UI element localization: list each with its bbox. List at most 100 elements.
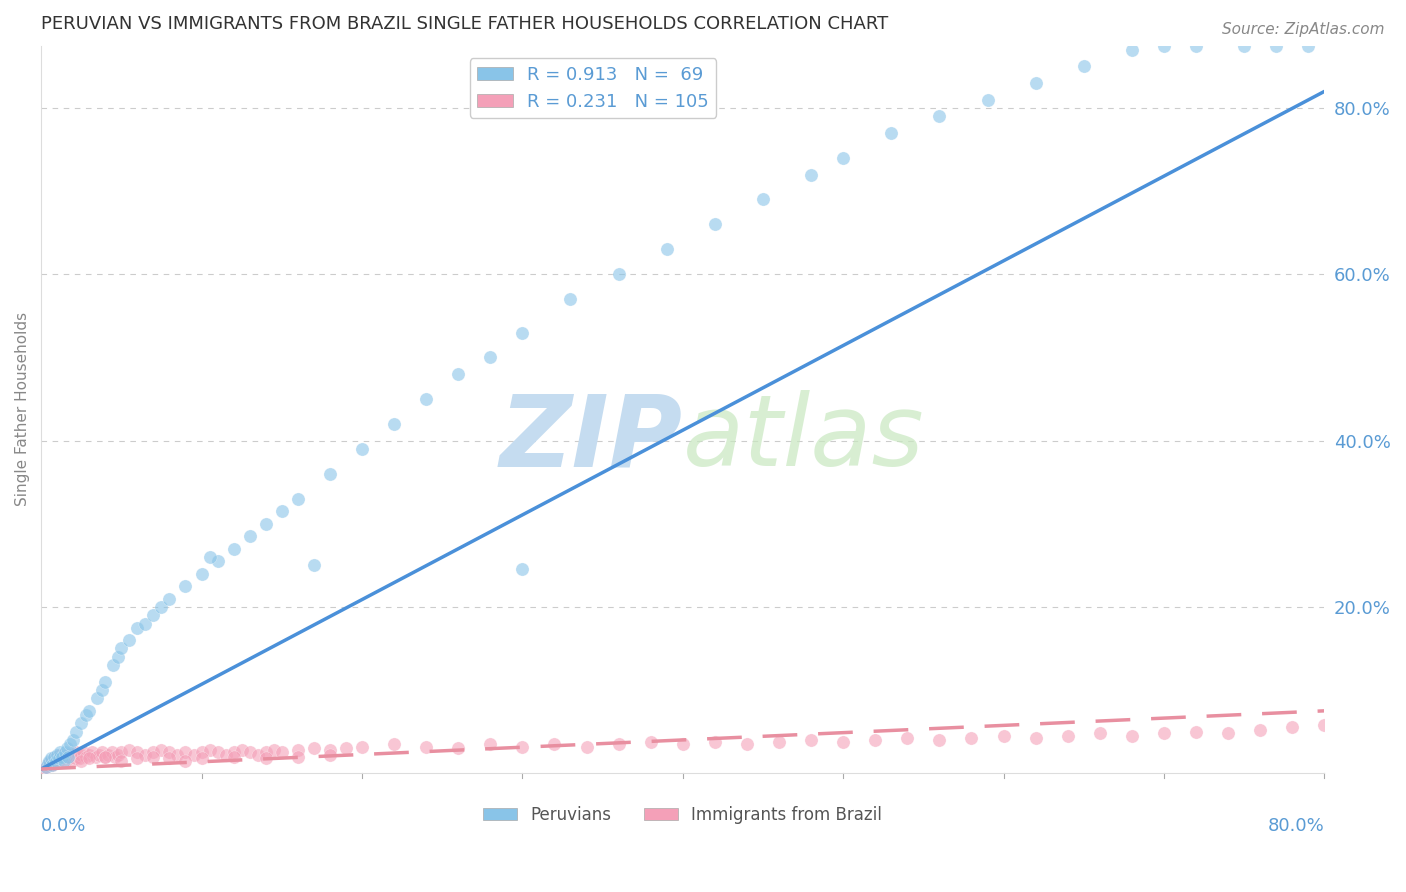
Point: [800, 733, 823, 747]
Point: [45, 754, 67, 768]
Point: [103, 658, 125, 673]
Point: [976, 93, 998, 107]
Point: [190, 746, 212, 760]
Point: [37, 756, 59, 771]
Point: [1121, 729, 1143, 743]
Point: [287, 749, 309, 764]
Point: [150, 599, 173, 614]
Point: [48, 753, 70, 767]
Point: [77, 747, 100, 762]
Point: [118, 633, 141, 648]
Point: [91, 683, 114, 698]
Text: 0.0%: 0.0%: [41, 817, 87, 835]
Point: [34, 762, 56, 776]
Point: [263, 743, 285, 757]
Point: [543, 737, 565, 751]
Point: [896, 731, 918, 746]
Point: [319, 747, 342, 762]
Point: [174, 579, 197, 593]
Point: [231, 743, 253, 757]
Point: [928, 109, 950, 123]
Point: [928, 733, 950, 747]
Point: [82, 746, 104, 760]
Point: [640, 734, 662, 748]
Point: [214, 747, 236, 762]
Point: [159, 751, 181, 765]
Point: [69, 751, 91, 765]
Point: [655, 243, 678, 257]
Point: [49, 746, 72, 760]
Point: [415, 392, 437, 406]
Point: [127, 621, 149, 635]
Point: [1249, 723, 1271, 737]
Point: [66, 749, 89, 764]
Point: [222, 541, 245, 556]
Text: Source: ZipAtlas.com: Source: ZipAtlas.com: [1222, 22, 1385, 37]
Point: [350, 739, 373, 754]
Point: [560, 292, 582, 306]
Y-axis label: Single Father Households: Single Father Households: [15, 312, 30, 507]
Point: [222, 746, 245, 760]
Point: [607, 268, 630, 282]
Point: [59, 749, 82, 764]
Point: [142, 746, 165, 760]
Point: [104, 749, 127, 764]
Point: [127, 746, 149, 760]
Point: [75, 708, 97, 723]
Point: [382, 737, 405, 751]
Point: [38, 754, 60, 768]
Point: [72, 746, 94, 760]
Point: [270, 746, 292, 760]
Point: [350, 442, 373, 456]
Point: [94, 674, 117, 689]
Point: [51, 751, 73, 765]
Point: [1185, 38, 1208, 53]
Point: [207, 554, 229, 568]
Point: [1088, 726, 1111, 740]
Point: [302, 558, 325, 573]
Point: [65, 724, 87, 739]
Point: [110, 746, 132, 760]
Point: [39, 751, 62, 765]
Point: [239, 746, 262, 760]
Point: [479, 351, 502, 365]
Point: [703, 734, 725, 748]
Point: [1218, 726, 1240, 740]
Point: [254, 746, 277, 760]
Point: [254, 751, 277, 765]
Point: [49, 747, 72, 762]
Point: [190, 566, 212, 581]
Point: [39, 754, 62, 768]
Point: [190, 751, 212, 765]
Point: [91, 746, 114, 760]
Point: [1121, 43, 1143, 57]
Point: [84, 749, 107, 764]
Point: [447, 741, 470, 756]
Point: [735, 737, 758, 751]
Point: [865, 733, 887, 747]
Point: [207, 746, 229, 760]
Point: [70, 716, 93, 731]
Point: [87, 747, 110, 762]
Point: [270, 504, 292, 518]
Point: [166, 747, 188, 762]
Point: [41, 757, 63, 772]
Point: [703, 218, 725, 232]
Point: [65, 746, 87, 760]
Point: [993, 729, 1015, 743]
Point: [1073, 59, 1095, 73]
Point: [239, 529, 262, 543]
Point: [1153, 38, 1175, 53]
Point: [607, 737, 630, 751]
Point: [59, 737, 82, 751]
Text: ZIP: ZIP: [499, 390, 683, 487]
Point: [110, 641, 132, 656]
Point: [880, 126, 903, 140]
Point: [35, 759, 58, 773]
Point: [52, 754, 75, 768]
Point: [142, 749, 165, 764]
Point: [55, 741, 77, 756]
Point: [58, 749, 80, 764]
Point: [672, 737, 695, 751]
Point: [94, 749, 117, 764]
